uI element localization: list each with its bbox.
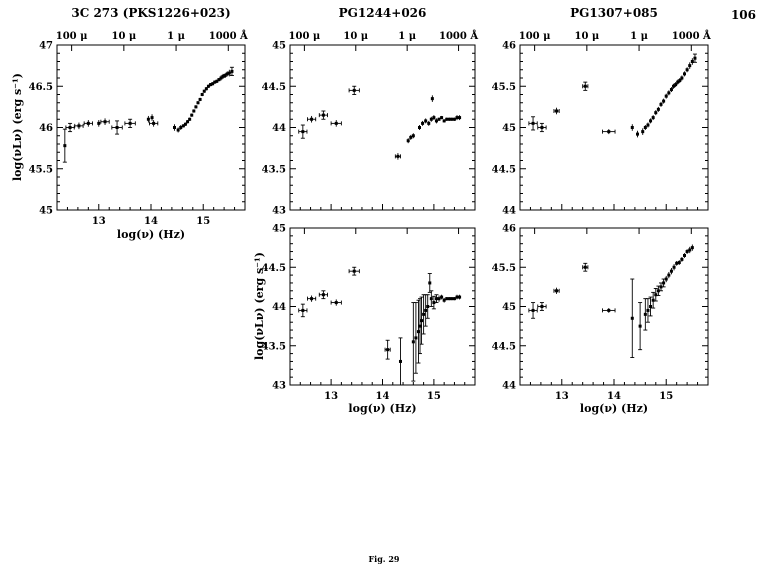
svg-text:1 μ: 1 μ <box>167 31 185 42</box>
svg-text:13: 13 <box>555 391 569 402</box>
svg-text:45.5: 45.5 <box>492 82 516 93</box>
svg-text:14: 14 <box>607 391 621 402</box>
svg-text:10 μ: 10 μ <box>343 31 368 42</box>
svg-text:46: 46 <box>39 123 53 134</box>
x-axis-label-bottom-right: log(ν) (Hz) <box>579 402 649 415</box>
svg-text:100 μ: 100 μ <box>519 31 551 42</box>
svg-text:1 μ: 1 μ <box>398 31 416 42</box>
svg-text:100 μ: 100 μ <box>289 31 321 42</box>
svg-text:100 μ: 100 μ <box>56 31 88 42</box>
svg-text:13: 13 <box>324 391 338 402</box>
svg-text:1000 Å: 1000 Å <box>439 30 478 42</box>
svg-text:43.5: 43.5 <box>262 341 286 352</box>
svg-text:45: 45 <box>272 41 286 52</box>
svg-text:44.5: 44.5 <box>262 82 286 93</box>
svg-text:45.5: 45.5 <box>29 164 53 175</box>
svg-text:45: 45 <box>502 123 516 134</box>
figure-caption: Fig. 29 <box>368 554 400 564</box>
chart-panel-4: 13 14 15 43 43.5 44 44.5 45 <box>262 224 476 402</box>
svg-text:44.5: 44.5 <box>492 164 516 175</box>
chart-panel-5: 13 14 15 44 44.5 45 45.5 46 <box>492 224 709 402</box>
svg-text:13: 13 <box>92 216 106 227</box>
svg-text:10 μ: 10 μ <box>574 31 599 42</box>
svg-text:10 μ: 10 μ <box>111 31 136 42</box>
x-axis-label-top-left: log(ν) (Hz) <box>116 228 186 241</box>
svg-text:45: 45 <box>502 302 516 313</box>
x-axis-label-bottom-middle: log(ν) (Hz) <box>348 402 417 415</box>
chart-panel-2: 100 μ 10 μ 1 μ 1000 Å 43 43.5 44 44.5 45 <box>262 30 479 217</box>
svg-text:1 μ: 1 μ <box>630 31 648 42</box>
svg-text:14: 14 <box>376 391 390 402</box>
svg-text:45: 45 <box>272 224 286 235</box>
svg-text:43.5: 43.5 <box>262 164 286 175</box>
svg-text:1000 Å: 1000 Å <box>209 30 248 42</box>
svg-text:44: 44 <box>502 381 516 392</box>
svg-text:44: 44 <box>272 123 286 134</box>
svg-text:14: 14 <box>144 216 158 227</box>
chart-panel-1: 100 μ 10 μ 1 μ 1000 Å 13 14 15 45 45.5 46 46.5 47 <box>29 30 248 227</box>
svg-text:46: 46 <box>502 224 516 235</box>
svg-text:43: 43 <box>272 381 286 392</box>
svg-text:44: 44 <box>272 302 286 313</box>
panel-title-pg1307: PG1307+085 <box>570 6 658 20</box>
panel-title-pg1244: PG1244+026 <box>338 6 427 20</box>
svg-text:43: 43 <box>272 206 286 217</box>
svg-text:44.5: 44.5 <box>262 263 286 274</box>
svg-text:15: 15 <box>427 391 441 402</box>
svg-text:44: 44 <box>502 206 516 217</box>
svg-text:44.5: 44.5 <box>492 341 516 352</box>
svg-text:45: 45 <box>39 206 53 217</box>
svg-text:45.5: 45.5 <box>492 263 516 274</box>
svg-text:46: 46 <box>502 41 516 52</box>
svg-text:1000 Å: 1000 Å <box>672 30 711 42</box>
panel-title-3c273: 3C 273 (PKS1226+023) <box>71 6 231 20</box>
svg-text:47: 47 <box>39 41 53 52</box>
svg-text:15: 15 <box>196 216 210 227</box>
svg-text:46.5: 46.5 <box>29 82 53 93</box>
chart-panel-3: 100 μ 10 μ 1 μ 1000 Å 44 44.5 45 45.5 46 <box>492 30 711 217</box>
page-number: 106 <box>730 8 756 22</box>
svg-text:15: 15 <box>659 391 673 402</box>
